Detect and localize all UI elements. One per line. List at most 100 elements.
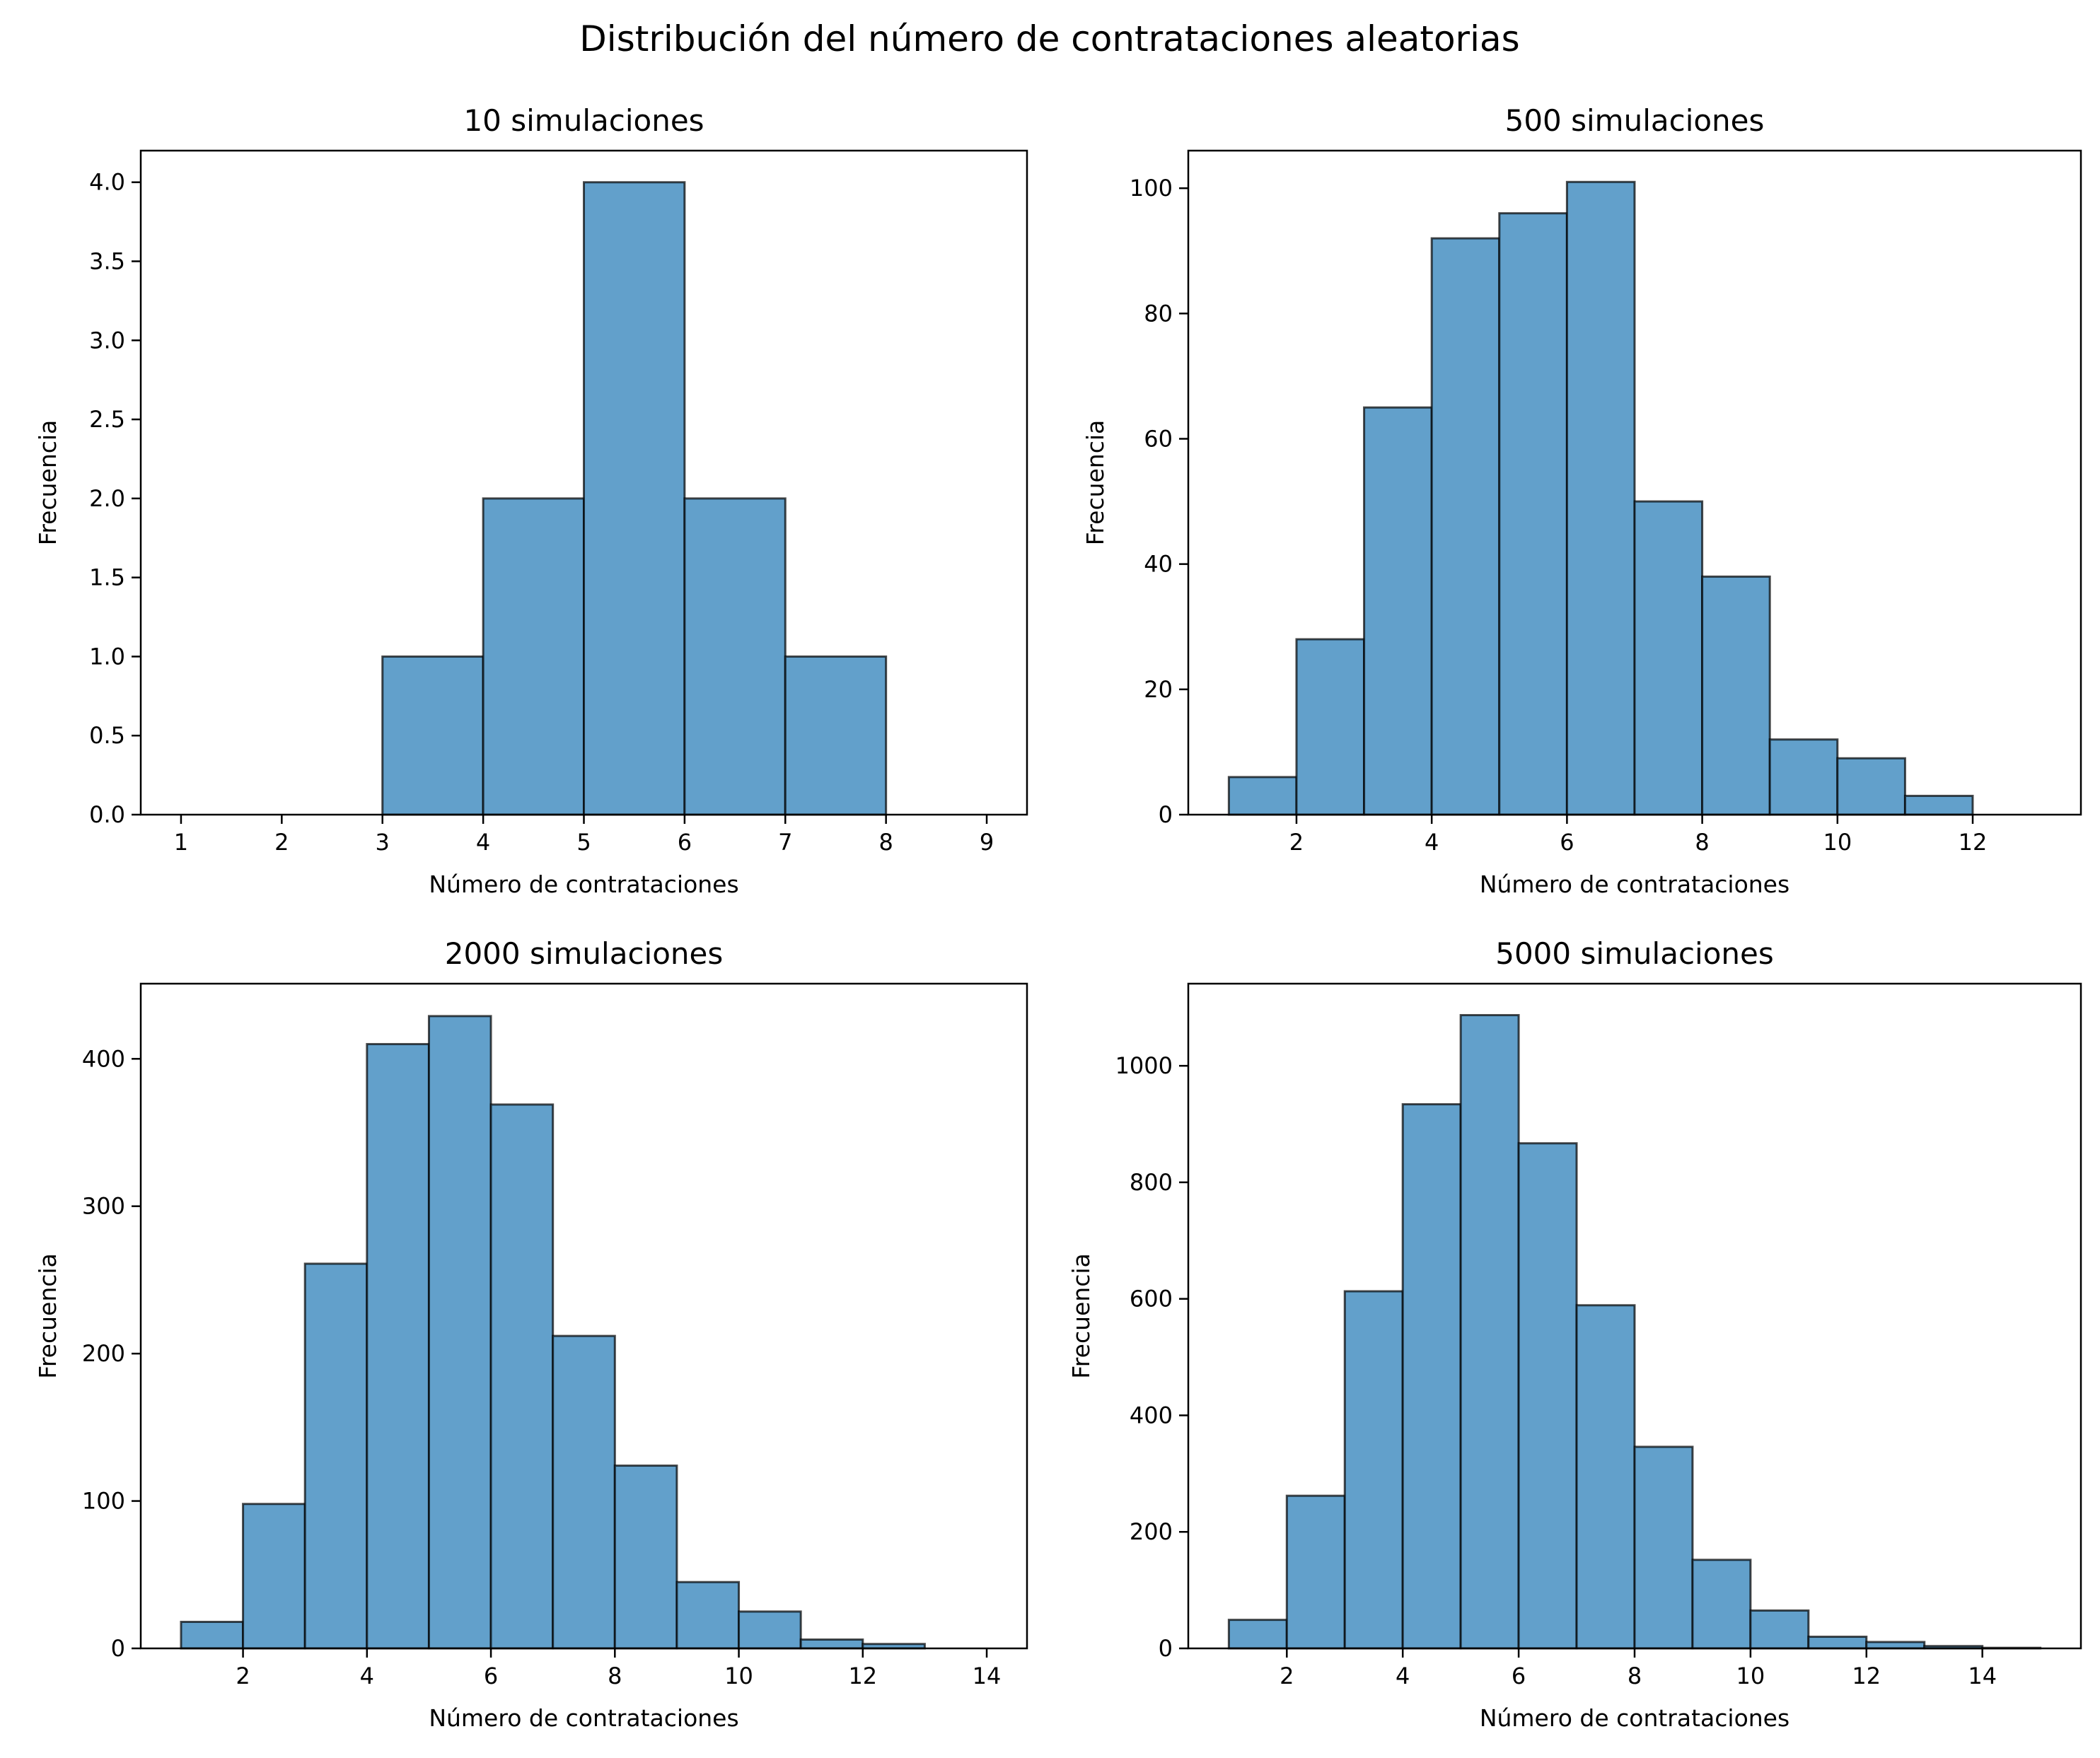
axes-frame: [1187, 149, 2082, 816]
subplot-title: 2000 simulaciones: [445, 936, 724, 971]
x-tick-label: 4: [1425, 829, 1439, 856]
histogram-bar: [799, 1638, 864, 1650]
y-tick-label: 800: [1130, 1169, 1173, 1196]
histogram-bar: [1459, 1013, 1520, 1650]
subplot-2: 2 4 6 8 10 12 0 20 40 60 80 100 500 simulaciones Núme…: [1081, 103, 2082, 898]
x-axis-label: Número de contrataciones: [429, 1704, 738, 1732]
histogram-bar: [1691, 1559, 1752, 1650]
y-axis-label: Frecuencia: [34, 1253, 62, 1379]
y-tick-label: 0.0: [89, 801, 125, 828]
y-tick-label: 400: [1130, 1402, 1173, 1428]
histogram-bar: [784, 655, 888, 816]
x-tick-label: 5: [576, 829, 591, 856]
histogram-bar: [583, 181, 686, 816]
x-tick-label: 2: [1289, 829, 1304, 856]
x-tick-label: 6: [678, 829, 692, 856]
y-tick-label: 1000: [1115, 1052, 1173, 1079]
histogram-bar: [366, 1042, 430, 1650]
subplot-title: 10 simulaciones: [463, 103, 704, 138]
histogram-bar: [381, 655, 485, 816]
x-tick-label: 12: [848, 1663, 877, 1689]
x-axis-label: Número de contrataciones: [429, 871, 738, 898]
x-tick-label: 7: [778, 829, 792, 856]
x-tick-label: 4: [360, 1663, 374, 1689]
histogram-bar: [1517, 1142, 1578, 1650]
x-tick-label: 2: [1280, 1663, 1294, 1689]
y-tick-label: 300: [82, 1193, 125, 1220]
y-axis-label: Frecuencia: [1081, 420, 1109, 546]
y-tick-label: 2.5: [89, 406, 125, 433]
y-tick-label: 3.5: [89, 248, 125, 275]
histogram-bar: [1498, 212, 1568, 816]
x-tick-label: 2: [236, 1663, 250, 1689]
y-tick-label: 0.5: [89, 722, 125, 749]
y-tick-label: 200: [1130, 1518, 1173, 1545]
y-tick-label: 40: [1144, 551, 1173, 578]
axes-frame: [139, 982, 1028, 1650]
histogram-bar: [303, 1262, 369, 1650]
histogram-bar: [738, 1610, 802, 1650]
histogram-bar: [427, 1015, 492, 1650]
y-tick-label: 4.0: [89, 169, 125, 196]
x-axis-label: Número de contrataciones: [1480, 871, 1789, 898]
histogram-bar: [1295, 638, 1366, 816]
y-tick-label: 0: [1159, 1635, 1173, 1662]
subplot-3: 2 4 6 8 10 12 14 0 100 200 300 400 2000 simulaciones…: [34, 936, 1028, 1732]
x-tick-label: 10: [1823, 829, 1852, 856]
y-tick-label: 1.5: [89, 564, 125, 591]
x-tick-label: 4: [476, 829, 490, 856]
x-tick-label: 12: [1959, 829, 1988, 856]
histogram-bar: [1768, 738, 1839, 816]
y-tick-label: 1.0: [89, 643, 125, 670]
x-tick-label: 8: [878, 829, 893, 856]
histogram-bar: [180, 1620, 245, 1650]
histogram-bar: [1227, 1619, 1288, 1650]
histogram-bar: [552, 1334, 616, 1650]
y-tick-label: 2.0: [89, 485, 125, 512]
x-tick-label: 8: [608, 1663, 622, 1689]
histogram-bar: [683, 497, 787, 816]
y-axis-label: Frecuencia: [34, 420, 62, 546]
histogram-bar: [1575, 1304, 1636, 1650]
y-tick-label: 60: [1144, 425, 1173, 452]
y-tick-label: 0: [111, 1635, 125, 1662]
y-tick-label: 80: [1144, 300, 1173, 327]
x-axis-label: Número de contrataciones: [1480, 1704, 1789, 1732]
x-tick-label: 14: [1968, 1663, 1997, 1689]
subplot-title: 5000 simulaciones: [1495, 936, 1774, 971]
y-tick-label: 600: [1130, 1286, 1173, 1312]
y-tick-label: 20: [1144, 676, 1173, 703]
histogram-bar: [1701, 575, 1771, 816]
histogram-bar: [1343, 1290, 1404, 1650]
histogram-bar: [482, 497, 586, 816]
histogram-bar: [675, 1581, 741, 1650]
y-axis-label: Frecuencia: [1067, 1253, 1095, 1379]
histogram-bar: [1633, 1445, 1694, 1650]
subplot-4: 2 4 6 8 10 12 14 0 200 400 600 800 1000 5000 simulaci…: [1067, 936, 2082, 1732]
histogram-bar: [1401, 1103, 1462, 1650]
x-tick-label: 3: [376, 829, 390, 856]
subplot-1: 1 2 3 4 5 6 7 8 9 0.0 0.5 1.0 1.5 2.0 2.5 3.0 3.5 4.0 10 s…: [34, 103, 1028, 898]
histogram-bar: [1430, 237, 1501, 816]
histogram-bar: [489, 1103, 555, 1650]
figure-title: Distribución del número de contratacione…: [579, 18, 1519, 59]
histogram-bar: [242, 1503, 306, 1650]
histogram-bar: [613, 1465, 678, 1650]
histogram-bar: [1903, 794, 1974, 816]
y-tick-label: 100: [82, 1488, 125, 1515]
y-tick-label: 0: [1159, 801, 1173, 828]
x-tick-label: 2: [274, 829, 289, 856]
x-tick-label: 1: [174, 829, 188, 856]
x-tick-label: 9: [980, 829, 994, 856]
x-tick-label: 8: [1628, 1663, 1642, 1689]
x-tick-label: 8: [1695, 829, 1709, 856]
y-tick-label: 100: [1130, 175, 1173, 202]
x-tick-label: 6: [1512, 1663, 1526, 1689]
x-tick-label: 6: [484, 1663, 498, 1689]
subplot-title: 500 simulaciones: [1505, 103, 1765, 138]
x-tick-label: 14: [973, 1663, 1002, 1689]
histogram-bar: [1836, 757, 1906, 816]
histogram-bar: [1633, 500, 1704, 816]
histogram-bar: [1865, 1641, 1926, 1650]
